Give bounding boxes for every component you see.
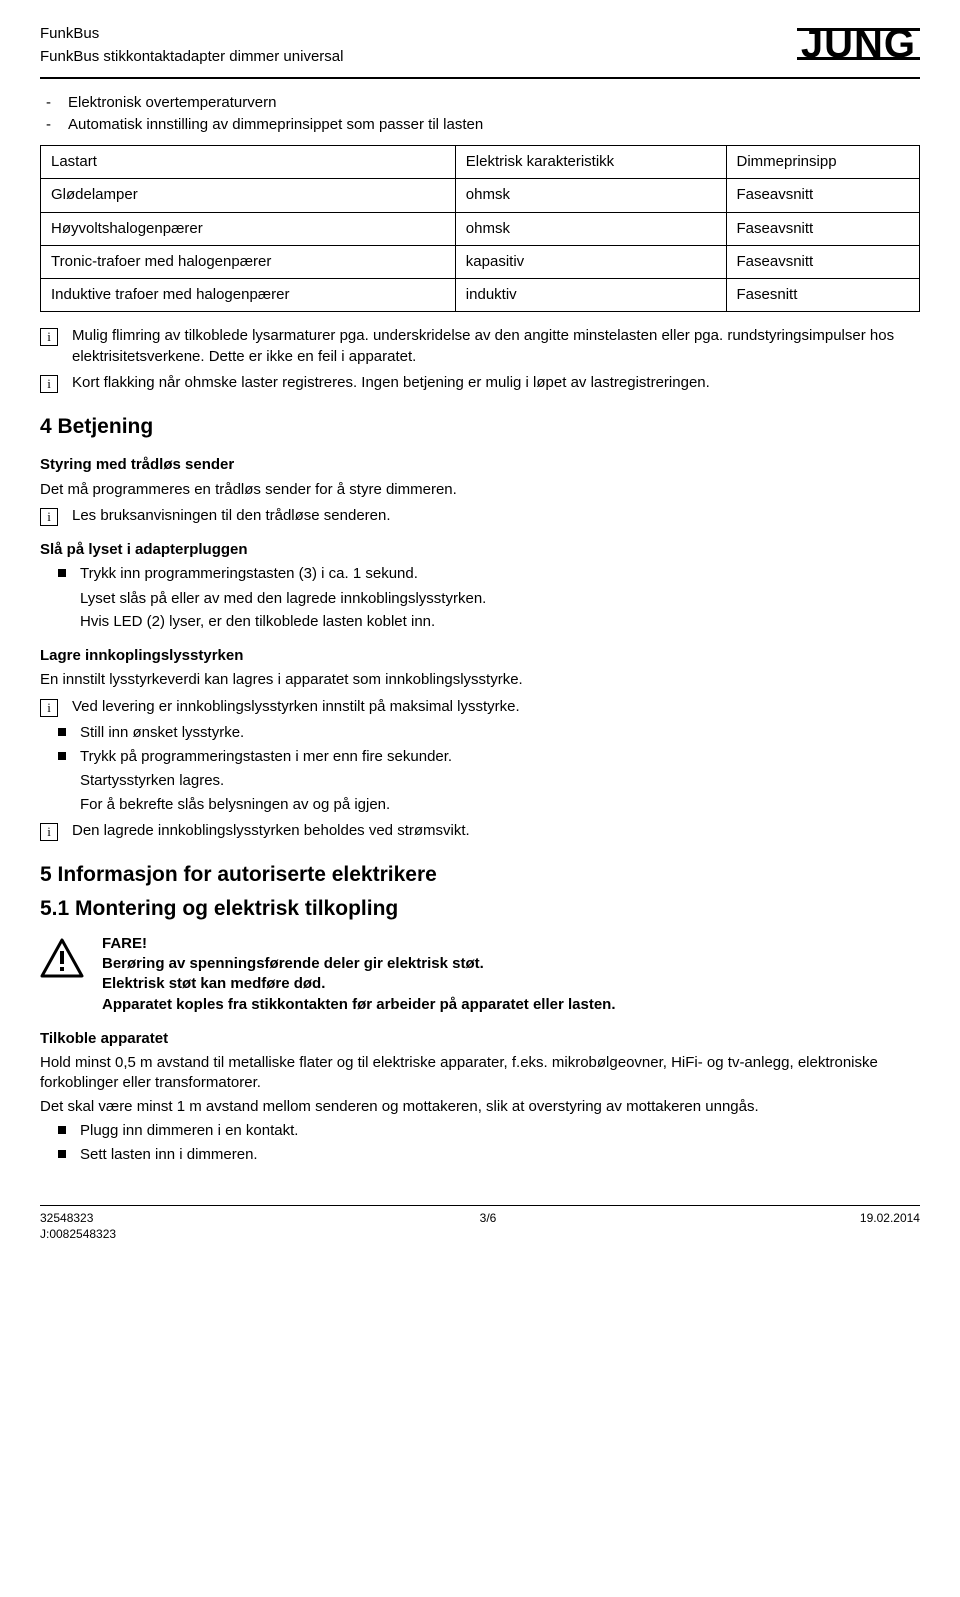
footer-left: 32548323 J:0082548323 (40, 1210, 116, 1242)
info-note: Mulig flimring av tilkoblede lysarmature… (40, 326, 920, 367)
footer-rule (40, 1205, 920, 1206)
info-note: Les bruksanvisningen til den trådløse se… (40, 506, 920, 526)
subheading: Lagre innkoplingslysstyrken (40, 646, 920, 666)
table-cell: Glødelamper (41, 179, 456, 212)
table-cell: Lastart (41, 146, 456, 179)
warn-line: Berøring av spenningsførende deler gir e… (102, 954, 920, 974)
bullet-list: Still inn ønsket lysstyrke. Trykk på pro… (40, 723, 920, 768)
info-note: Ved levering er innkoblingslysstyrken in… (40, 697, 920, 717)
page-footer: 32548323 J:0082548323 3/6 19.02.2014 (40, 1210, 920, 1242)
table-cell: Elektrisk karakteristikk (455, 146, 726, 179)
info-text: Kort flakking når ohmske laster registre… (72, 373, 920, 393)
warning-block: FARE! Berøring av spenningsførende deler… (40, 934, 920, 1015)
paragraph: En innstilt lysstyrkeverdi kan lagres i … (40, 670, 920, 690)
section-heading: 5 Informasjon for autoriserte elektriker… (40, 861, 920, 889)
table-row: Tronic-trafoer med halogenpærer kapasiti… (41, 245, 920, 278)
table-cell: Faseavsnitt (726, 245, 919, 278)
header-text: FunkBus FunkBus stikkontaktadapter dimme… (40, 24, 343, 71)
intro-list: Elektronisk overtemperaturvern Automatis… (40, 93, 920, 136)
table-row: Induktive trafoer med halogenpærer induk… (41, 279, 920, 312)
section-heading: 5.1 Montering og elektrisk tilkopling (40, 895, 920, 923)
list-item: Still inn ønsket lysstyrke. (40, 723, 920, 743)
subheading: Slå på lyset i adapterpluggen (40, 540, 920, 560)
list-item: Sett lasten inn i dimmeren. (40, 1145, 920, 1165)
info-icon (40, 508, 58, 526)
table-cell: Tronic-trafoer med halogenpærer (41, 245, 456, 278)
brand-logo: JUNG (797, 24, 920, 64)
footer-id1: 32548323 (40, 1210, 116, 1226)
table-cell: ohmsk (455, 179, 726, 212)
footer-id2: J:0082548323 (40, 1226, 116, 1242)
footer-date: 19.02.2014 (860, 1210, 920, 1242)
table-cell: Faseavsnitt (726, 179, 919, 212)
footer-page: 3/6 (480, 1210, 497, 1242)
list-item: Trykk på programmeringstasten i mer enn … (40, 747, 920, 767)
characteristics-table: Lastart Elektrisk karakteristikk Dimmepr… (40, 145, 920, 312)
info-text: Mulig flimring av tilkoblede lysarmature… (72, 326, 920, 367)
table-cell: ohmsk (455, 212, 726, 245)
subheading: Tilkoble apparatet (40, 1029, 920, 1049)
info-text: Ved levering er innkoblingslysstyrken in… (72, 697, 920, 717)
info-text: Den lagrede innkoblingslysstyrken behold… (72, 821, 920, 841)
list-item: Trykk inn programmeringstasten (3) i ca.… (40, 564, 920, 584)
paragraph: Lyset slås på eller av med den lagrede i… (80, 589, 920, 609)
header-line1: FunkBus (40, 24, 343, 44)
paragraph: For å bekrefte slås belysningen av og på… (80, 795, 920, 815)
table-row: Høyvoltshalogenpærer ohmsk Faseavsnitt (41, 212, 920, 245)
table-cell: Induktive trafoer med halogenpærer (41, 279, 456, 312)
warn-line: Apparatet koples fra stikkontakten før a… (102, 995, 920, 1015)
bullet-list: Plugg inn dimmeren i en kontakt. Sett la… (40, 1121, 920, 1166)
table-cell: induktiv (455, 279, 726, 312)
info-icon (40, 699, 58, 717)
warn-line: Elektrisk støt kan medføre død. (102, 974, 920, 994)
table-cell: Fasesnitt (726, 279, 919, 312)
table-cell: kapasitiv (455, 245, 726, 278)
warning-text: FARE! Berøring av spenningsførende deler… (102, 934, 920, 1015)
info-note: Den lagrede innkoblingslysstyrken behold… (40, 821, 920, 841)
warning-icon (40, 938, 84, 978)
info-icon (40, 375, 58, 393)
paragraph: Det skal være minst 1 m avstand mellom s… (40, 1097, 920, 1117)
table-cell: Høyvoltshalogenpærer (41, 212, 456, 245)
paragraph: Hvis LED (2) lyser, er den tilkoblede la… (80, 612, 920, 632)
info-text: Les bruksanvisningen til den trådløse se… (72, 506, 920, 526)
header-rule (40, 77, 920, 79)
paragraph: Startysstyrken lagres. (80, 771, 920, 791)
info-icon (40, 823, 58, 841)
list-item: Plugg inn dimmeren i en kontakt. (40, 1121, 920, 1141)
list-item: Automatisk innstilling av dimmeprinsippe… (40, 115, 920, 135)
table-row: Glødelamper ohmsk Faseavsnitt (41, 179, 920, 212)
list-item: Elektronisk overtemperaturvern (40, 93, 920, 113)
info-note: Kort flakking når ohmske laster registre… (40, 373, 920, 393)
info-icon (40, 328, 58, 346)
subheading: Styring med trådløs sender (40, 455, 920, 475)
paragraph: Det må programmeres en trådløs sender fo… (40, 480, 920, 500)
header-line2: FunkBus stikkontaktadapter dimmer univer… (40, 47, 343, 67)
table-cell: Faseavsnitt (726, 212, 919, 245)
table-cell: Dimmeprinsipp (726, 146, 919, 179)
page-header: FunkBus FunkBus stikkontaktadapter dimme… (40, 24, 920, 71)
paragraph: Hold minst 0,5 m avstand til metalliske … (40, 1053, 920, 1094)
bullet-list: Trykk inn programmeringstasten (3) i ca.… (40, 564, 920, 584)
warn-line: FARE! (102, 934, 920, 954)
section-heading: 4 Betjening (40, 413, 920, 441)
table-row: Lastart Elektrisk karakteristikk Dimmepr… (41, 146, 920, 179)
